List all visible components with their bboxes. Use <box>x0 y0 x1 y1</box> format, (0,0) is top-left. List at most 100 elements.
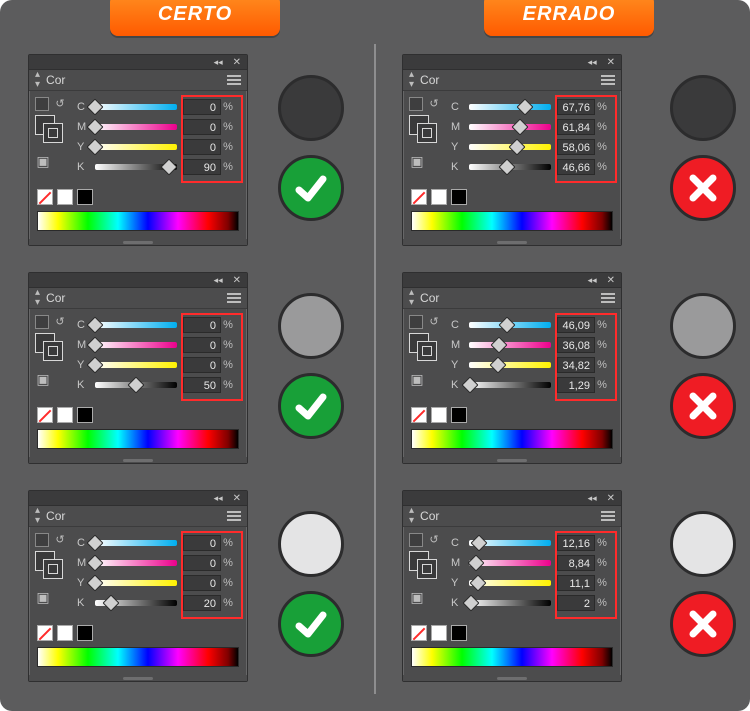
slider-track-y[interactable] <box>95 580 177 586</box>
expand-toggle-icon[interactable]: ▴▾ <box>403 506 418 526</box>
value-input-k[interactable]: 90 <box>183 159 221 175</box>
slider-track-m[interactable] <box>469 560 551 566</box>
color-mode-icon[interactable]: ▣ <box>35 371 51 387</box>
expand-toggle-icon[interactable]: ▴▾ <box>403 288 418 308</box>
panel-resize-grip[interactable] <box>29 675 247 681</box>
slider-thumb-k[interactable] <box>103 595 120 612</box>
black-swatch-icon[interactable] <box>451 625 467 641</box>
collapse-arrows-icon[interactable]: ◂◂ <box>210 57 227 68</box>
slider-thumb-m[interactable] <box>490 337 507 354</box>
collapse-arrows-icon[interactable]: ◂◂ <box>210 493 227 504</box>
none-swatch-icon[interactable] <box>37 625 53 641</box>
slider-track-c[interactable] <box>469 540 551 546</box>
none-swatch-icon[interactable] <box>411 625 427 641</box>
value-input-c[interactable]: 0 <box>183 99 221 115</box>
slider-thumb-k[interactable] <box>160 159 177 176</box>
black-swatch-icon[interactable] <box>77 407 93 423</box>
value-input-y[interactable]: 0 <box>183 357 221 373</box>
slider-thumb-y[interactable] <box>489 357 506 374</box>
white-swatch-icon[interactable] <box>57 407 73 423</box>
slider-track-k[interactable] <box>469 382 551 388</box>
collapse-arrows-icon[interactable]: ◂◂ <box>584 275 601 286</box>
close-icon[interactable]: ✕ <box>601 57 621 68</box>
value-input-m[interactable]: 61,84 <box>557 119 595 135</box>
slider-thumb-c[interactable] <box>87 317 104 334</box>
white-swatch-icon[interactable] <box>57 625 73 641</box>
swap-fill-stroke-icon[interactable]: ↺ <box>53 533 67 545</box>
close-icon[interactable]: ✕ <box>227 57 247 68</box>
spectrum-picker[interactable] <box>411 211 613 231</box>
fill-stroke-selector[interactable] <box>409 333 437 361</box>
slider-thumb-y[interactable] <box>87 575 104 592</box>
stroke-swatch[interactable] <box>43 123 63 143</box>
slider-thumb-m[interactable] <box>87 119 104 136</box>
slider-thumb-c[interactable] <box>498 317 515 334</box>
swap-fill-stroke-icon[interactable]: ↺ <box>427 97 441 109</box>
slider-thumb-m[interactable] <box>511 119 528 136</box>
slider-thumb-y[interactable] <box>470 575 487 592</box>
black-swatch-icon[interactable] <box>451 189 467 205</box>
swap-fill-stroke-icon[interactable]: ↺ <box>53 315 67 327</box>
collapse-arrows-icon[interactable]: ◂◂ <box>584 57 601 68</box>
slider-track-c[interactable] <box>469 322 551 328</box>
slider-track-k[interactable] <box>469 164 551 170</box>
none-swatch-icon[interactable] <box>411 407 427 423</box>
color-mode-icon[interactable]: ▣ <box>409 589 425 605</box>
panel-menu-icon[interactable] <box>601 75 615 85</box>
panel-resize-grip[interactable] <box>29 457 247 463</box>
slider-track-m[interactable] <box>469 342 551 348</box>
value-input-k[interactable]: 2 <box>557 595 595 611</box>
stroke-swatch[interactable] <box>417 559 437 579</box>
collapse-arrows-icon[interactable]: ◂◂ <box>210 275 227 286</box>
panel-resize-grip[interactable] <box>403 239 621 245</box>
spectrum-picker[interactable] <box>37 647 239 667</box>
value-input-m[interactable]: 36,08 <box>557 337 595 353</box>
white-swatch-icon[interactable] <box>431 189 447 205</box>
color-mode-icon[interactable]: ▣ <box>409 371 425 387</box>
slider-track-y[interactable] <box>469 144 551 150</box>
fill-stroke-selector[interactable] <box>35 333 63 361</box>
color-mode-icon[interactable]: ▣ <box>35 153 51 169</box>
slider-track-m[interactable] <box>95 560 177 566</box>
slider-thumb-y[interactable] <box>87 357 104 374</box>
spectrum-picker[interactable] <box>37 429 239 449</box>
slider-track-c[interactable] <box>95 540 177 546</box>
tiny-swatch-icon[interactable] <box>409 533 423 547</box>
slider-track-y[interactable] <box>95 144 177 150</box>
value-input-m[interactable]: 8,84 <box>557 555 595 571</box>
fill-stroke-selector[interactable] <box>35 115 63 143</box>
panel-resize-grip[interactable] <box>403 457 621 463</box>
value-input-c[interactable]: 0 <box>183 317 221 333</box>
fill-stroke-selector[interactable] <box>409 551 437 579</box>
value-input-k[interactable]: 50 <box>183 377 221 393</box>
stroke-swatch[interactable] <box>43 559 63 579</box>
value-input-y[interactable]: 0 <box>183 139 221 155</box>
collapse-arrows-icon[interactable]: ◂◂ <box>584 493 601 504</box>
value-input-m[interactable]: 0 <box>183 337 221 353</box>
slider-track-y[interactable] <box>469 362 551 368</box>
value-input-c[interactable]: 67,76 <box>557 99 595 115</box>
value-input-y[interactable]: 58,06 <box>557 139 595 155</box>
black-swatch-icon[interactable] <box>451 407 467 423</box>
slider-track-m[interactable] <box>469 124 551 130</box>
white-swatch-icon[interactable] <box>431 407 447 423</box>
swap-fill-stroke-icon[interactable]: ↺ <box>427 315 441 327</box>
panel-menu-icon[interactable] <box>601 511 615 521</box>
value-input-m[interactable]: 0 <box>183 119 221 135</box>
close-icon[interactable]: ✕ <box>601 493 621 504</box>
slider-thumb-k[interactable] <box>462 595 479 612</box>
slider-track-k[interactable] <box>469 600 551 606</box>
slider-track-k[interactable] <box>95 164 177 170</box>
stroke-swatch[interactable] <box>417 123 437 143</box>
slider-track-c[interactable] <box>95 104 177 110</box>
stroke-swatch[interactable] <box>43 341 63 361</box>
slider-thumb-y[interactable] <box>87 139 104 156</box>
slider-thumb-k[interactable] <box>499 159 516 176</box>
slider-track-k[interactable] <box>95 600 177 606</box>
slider-thumb-k[interactable] <box>462 377 479 394</box>
spectrum-picker[interactable] <box>37 211 239 231</box>
slider-thumb-m[interactable] <box>87 337 104 354</box>
fill-stroke-selector[interactable] <box>35 551 63 579</box>
slider-thumb-y[interactable] <box>508 139 525 156</box>
slider-thumb-c[interactable] <box>516 99 533 116</box>
